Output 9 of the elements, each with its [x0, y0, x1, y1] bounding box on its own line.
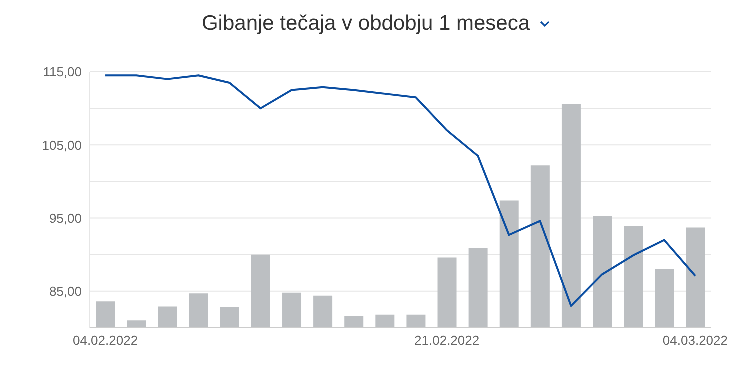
y-tick-label: 85,00	[49, 284, 82, 300]
x-tick-label: 21.02.2022	[414, 333, 480, 348]
line-series	[104, 74, 696, 308]
x-tick-label: 04.02.2022	[72, 333, 138, 348]
y-tick-label: 115,00	[43, 64, 82, 80]
chart-title: Gibanje tečaja v obdobju 1 meseca	[202, 12, 530, 35]
x-tick-label: 04.03.2022	[662, 333, 728, 348]
y-tick-label: 105,00	[42, 138, 82, 153]
y-tick-label: 95,00	[49, 210, 82, 226]
